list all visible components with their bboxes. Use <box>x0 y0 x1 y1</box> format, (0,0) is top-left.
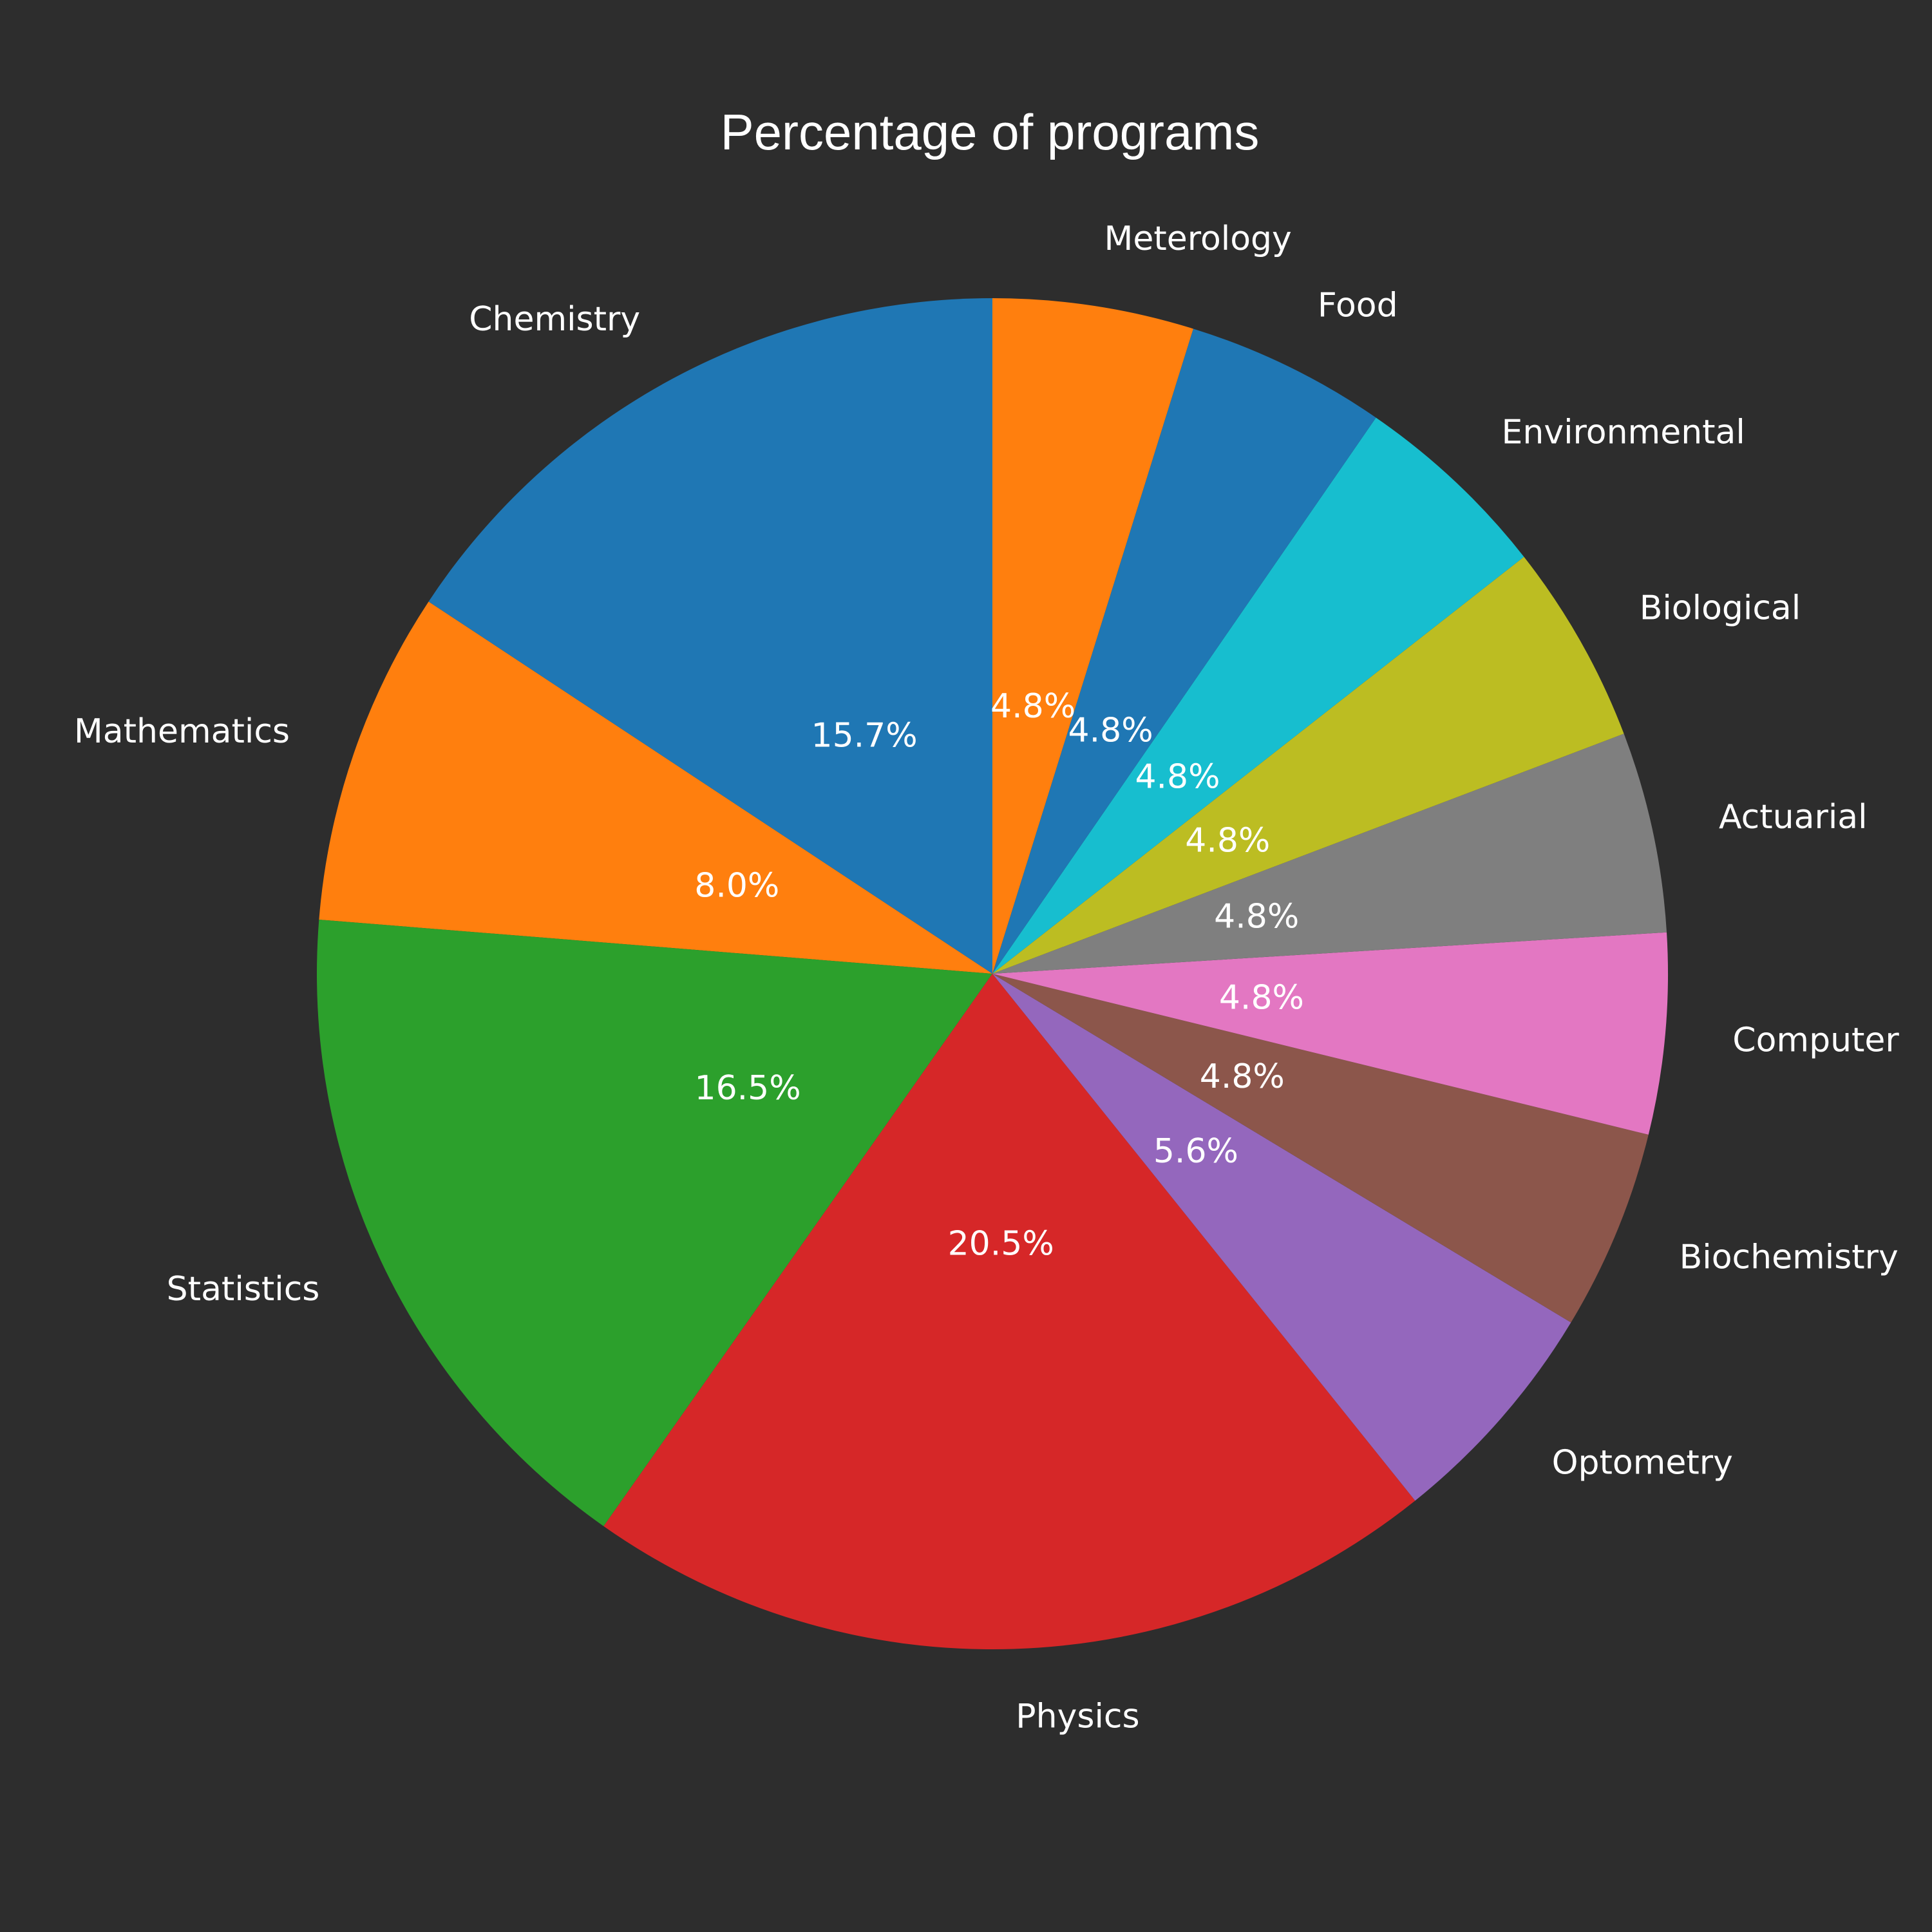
slice-label-chemistry: Chemistry <box>469 300 640 339</box>
pct-label-physics: 20.5% <box>948 1224 1054 1263</box>
pct-label-biochemistry: 4.8% <box>1200 1057 1285 1096</box>
slice-label-meterology: Meterology <box>1104 220 1292 258</box>
slice-label-computer: Computer <box>1732 1021 1899 1059</box>
pct-label-statistics: 16.5% <box>694 1069 800 1108</box>
slice-label-optometry: Optometry <box>1552 1444 1733 1482</box>
pct-label-meterology: 4.8% <box>990 687 1075 726</box>
pct-label-biological: 4.8% <box>1185 822 1270 860</box>
pct-label-actuarial: 4.8% <box>1214 898 1299 936</box>
pct-label-mathematics: 8.0% <box>694 866 779 905</box>
chart-title: Percentage of programs <box>721 104 1260 160</box>
slice-label-biological: Biological <box>1640 589 1801 628</box>
pie-slice-mathematics <box>319 601 992 974</box>
pie-slice-optometry <box>992 974 1571 1501</box>
pie-slice-physics <box>603 974 1416 1650</box>
slice-label-biochemistry: Biochemistry <box>1680 1238 1899 1276</box>
pct-label-food: 4.8% <box>1068 712 1153 750</box>
pie-slices <box>316 298 1669 1650</box>
pie-slice-meterology <box>992 298 1193 974</box>
pie-slice-biological <box>992 556 1624 974</box>
pie-slice-computer <box>992 932 1669 1135</box>
pct-label-environmental: 4.8% <box>1135 757 1220 796</box>
pie-slice-environmental <box>992 417 1524 974</box>
pct-label-computer: 4.8% <box>1219 979 1304 1018</box>
pie-slice-food <box>992 328 1376 974</box>
slice-label-food: Food <box>1318 286 1398 325</box>
slice-label-statistics: Statistics <box>167 1270 320 1309</box>
slice-label-environmental: Environmental <box>1502 413 1745 451</box>
pie-labels: Chemistry 15.7% Mathematics 8.0% Statistics 1… <box>74 220 1900 1736</box>
pie-slice-chemistry <box>428 298 992 974</box>
slice-label-mathematics: Mathematics <box>74 712 290 751</box>
pct-label-chemistry: 15.7% <box>811 717 917 755</box>
pie-slice-statistics <box>316 919 992 1526</box>
slice-label-physics: Physics <box>1016 1697 1139 1736</box>
slice-label-actuarial: Actuarial <box>1719 798 1868 837</box>
pct-label-optometry: 5.6% <box>1153 1132 1238 1171</box>
pie-slice-actuarial <box>992 734 1667 974</box>
pie-slice-biochemistry <box>992 974 1649 1323</box>
